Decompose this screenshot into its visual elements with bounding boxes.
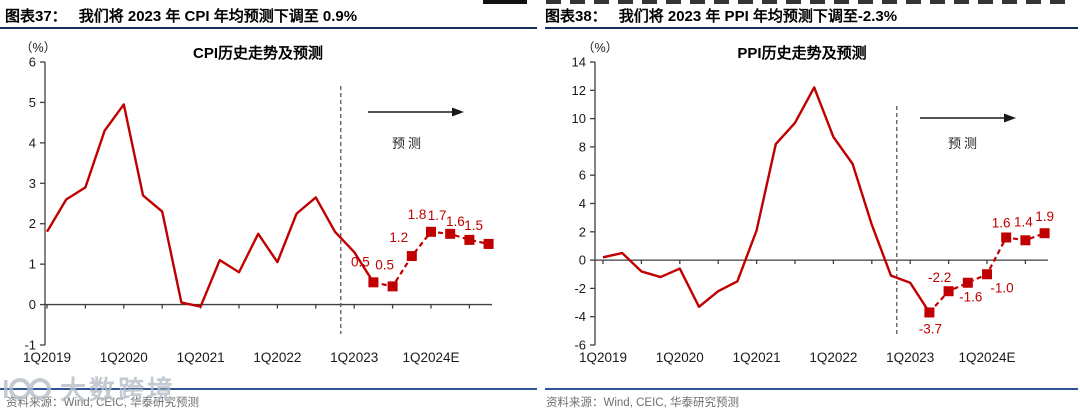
forecast-marker [962,277,973,288]
y-tick-label: 2 [29,216,36,231]
x-tick-label: 1Q2023 [886,350,934,365]
forecast-marker [426,226,436,237]
data-label: -2.2 [928,270,951,285]
forecast-marker [1001,232,1012,243]
x-tick-label: 1Q2019 [579,350,627,365]
data-label: 1.4 [1014,214,1033,229]
y-tick-label: -6 [574,338,586,353]
data-label: 1.6 [446,214,465,229]
figure-title: 我们将 2023 年 PPI 年均预测下调至-2.3% [618,8,898,25]
forecast-marker [943,286,954,297]
history-line [45,103,375,308]
x-tick-label: 1Q2024E [958,350,1015,365]
y-tick-label: 12 [572,83,586,98]
forecast-marker [1020,235,1031,246]
forecast-marker [387,281,398,292]
y-tick-label: 10 [572,111,586,126]
data-label: 1.6 [992,215,1011,230]
forecast-marker [464,234,475,245]
y-tick-label: 8 [579,139,586,154]
y-tick-label: 14 [572,55,586,70]
y-tick-label: 4 [29,135,36,150]
figure-37-panel: 图表37： 我们将 2023 年 CPI 年均预测下调至 0.9% （%） CPI历… [0,5,537,409]
y-tick-label: 2 [579,224,586,239]
x-tick-label: 1Q2019 [23,350,71,365]
x-tick-label: 1Q2023 [330,350,378,365]
y-tick-label: 5 [29,95,36,110]
x-tick-label: 1Q2021 [177,350,225,365]
y-axis-unit: （%） [20,41,56,55]
data-label: 1.7 [428,208,447,223]
y-tick-label: -2 [574,281,586,296]
forecast-marker [406,251,417,262]
figure-37-header: 图表37： 我们将 2023 年 CPI 年均预测下调至 0.9% [5,5,357,26]
y-tick-label: -4 [574,309,586,324]
clipped-text-fragment [483,0,527,4]
y-tick-label: 0 [29,297,36,312]
source-divider [545,388,1078,390]
forecast-marker [483,238,494,249]
y-tick-label: 3 [29,176,36,191]
data-label: -3.7 [919,321,942,336]
y-tick-label: 4 [579,196,586,211]
x-tick-label: 1Q2024E [402,350,459,365]
data-label: 0.5 [375,257,394,272]
cpi-line-chart: （%） CPI历史走势及预测 -1 0 1 2 3 4 5 6 1Q2019 1Q2020 1Q2021… [20,41,494,365]
y-tick-label: 1 [29,257,36,272]
y-axis-unit: （%） [582,41,618,55]
y-tick-label: -1 [24,338,36,353]
x-tick-label: 1Q2020 [100,350,148,365]
figure-number: 图表38： [545,8,607,25]
header-divider [545,27,1078,29]
ppi-line-chart: （%） PPI历史走势及预测 -6 -4 -2 0 2 4 6 8 10 12 14 1Q2019 1Q20… [572,41,1054,365]
data-label: 1.9 [1035,209,1054,224]
forecast-text: 预测 [948,136,980,151]
source-note: 资料来源：Wind, CEIC, 华泰研究预测 [6,397,199,409]
chart-title: PPI历史走势及预测 [737,44,866,62]
forecast-arrow-head [452,107,464,117]
header-divider [0,27,537,29]
history-line [602,86,931,314]
axes [40,61,492,346]
figure-number: 图表37： [5,8,67,25]
data-label: 0.5 [351,254,370,269]
forecast-arrow-head [1004,113,1016,123]
source-divider [0,388,537,390]
figure-title: 我们将 2023 年 CPI 年均预测下调至 0.9% [78,8,358,25]
x-tick-label: 1Q2022 [253,350,301,365]
x-tick-label: 1Q2021 [733,350,781,365]
axes [590,61,1048,346]
forecast-marker [924,307,935,318]
data-label: -1.0 [990,280,1013,295]
forecast-marker [982,269,992,280]
source-note: 资料来源：Wind, CEIC, 华泰研究预测 [546,397,739,409]
chart-title: CPI历史走势及预测 [193,44,323,62]
data-label: 1.8 [408,207,427,222]
x-tick-label: 1Q2020 [656,350,704,365]
forecast-marker [445,228,456,239]
y-tick-label: 6 [29,55,36,70]
clipped-text-fragment [546,0,1074,4]
figure-38-panel: 图表38： 我们将 2023 年 PPI 年均预测下调至-2.3% （%） PPI历… [540,0,1080,414]
y-tick-label: 6 [579,168,586,183]
figure-38-header: 图表38： 我们将 2023 年 PPI 年均预测下调至-2.3% [545,5,897,26]
forecast-text: 预测 [392,136,424,151]
data-label: 1.2 [389,230,408,245]
y-tick-label: 0 [579,253,586,268]
x-tick-label: 1Q2022 [809,350,857,365]
data-label: -1.6 [959,290,982,305]
forecast-marker [1039,228,1050,239]
data-label: 1.5 [464,218,483,233]
forecast-marker [368,277,379,288]
